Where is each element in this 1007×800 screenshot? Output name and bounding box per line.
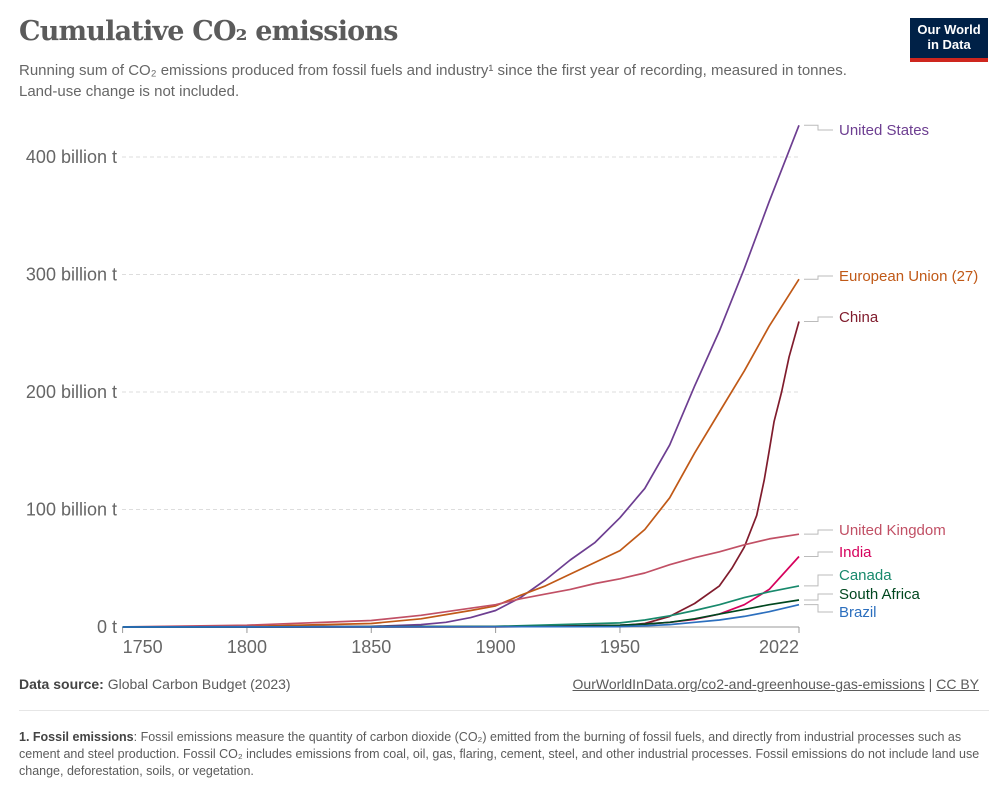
series-line-united-kingdom[interactable]	[122, 533, 800, 628]
series-line-brazil[interactable]	[122, 603, 800, 628]
x-tick-label: 1850	[351, 637, 391, 657]
series-line-china[interactable]	[122, 321, 800, 628]
y-tick-label: 100 billion t	[26, 500, 117, 520]
x-tick-label: 1750	[123, 637, 163, 657]
data-source: Data source: Global Carbon Budget (2023)	[19, 676, 291, 692]
footer-links: OurWorldInData.org/co2-and-greenhouse-ga…	[573, 676, 979, 692]
x-tick-label: 1800	[227, 637, 267, 657]
logo-line-2: in Data	[927, 37, 971, 52]
series-line-south-africa[interactable]	[122, 599, 800, 628]
logo-line-1: Our World	[917, 22, 981, 37]
y-tick-label: 0 t	[97, 617, 117, 637]
label-connector	[804, 604, 833, 613]
label-connector	[804, 574, 833, 587]
label-connector	[804, 593, 833, 601]
series-label: United Kingdom	[839, 522, 946, 539]
owid-logo[interactable]: Our World in Data	[910, 18, 988, 62]
series-line-united-states[interactable]	[122, 124, 800, 628]
series-line-european-union-27-[interactable]	[122, 278, 800, 628]
series-label: India	[839, 544, 872, 561]
chart-subtitle: Running sum of CO₂ emissions produced fr…	[19, 62, 847, 100]
series-line-canada[interactable]	[122, 585, 800, 628]
source-value: Global Carbon Budget (2023)	[107, 676, 291, 692]
x-tick-label: 1900	[476, 637, 516, 657]
label-connector	[804, 551, 833, 557]
x-tick-label: 1950	[600, 637, 640, 657]
label-connector	[804, 124, 833, 131]
series-label: United States	[839, 122, 929, 139]
y-tick-label: 400 billion t	[26, 147, 117, 167]
footer-divider	[19, 710, 989, 711]
source-label: Data source:	[19, 676, 104, 692]
line-chart: 0 t 100 billion t 200 billion t 300 billion…	[26, 122, 978, 657]
series-line-india[interactable]	[122, 555, 800, 628]
series-label: Brazil	[839, 604, 877, 621]
label-connector	[804, 316, 833, 322]
footnote-text: : Fossil emissions measure the quantity …	[19, 730, 980, 778]
label-connector	[804, 529, 833, 535]
license-link[interactable]: CC BY	[936, 676, 979, 692]
series-label: China	[839, 309, 879, 326]
y-tick-label: 300 billion t	[26, 265, 117, 285]
source-link[interactable]: OurWorldInData.org/co2-and-greenhouse-ga…	[572, 676, 925, 692]
footnote: 1. Fossil emissions: Fossil emissions me…	[19, 729, 989, 780]
series-label: Canada	[839, 567, 892, 584]
series-label: South Africa	[839, 586, 921, 603]
x-tick-label: 2022	[759, 637, 799, 657]
footnote-label: 1. Fossil emissions	[19, 730, 134, 744]
series-label: European Union (27)	[839, 268, 978, 285]
separator: |	[928, 676, 933, 692]
label-connector	[804, 275, 833, 280]
y-tick-label: 200 billion t	[26, 382, 117, 402]
chart-title: Cumulative CO₂ emissions	[19, 16, 398, 47]
